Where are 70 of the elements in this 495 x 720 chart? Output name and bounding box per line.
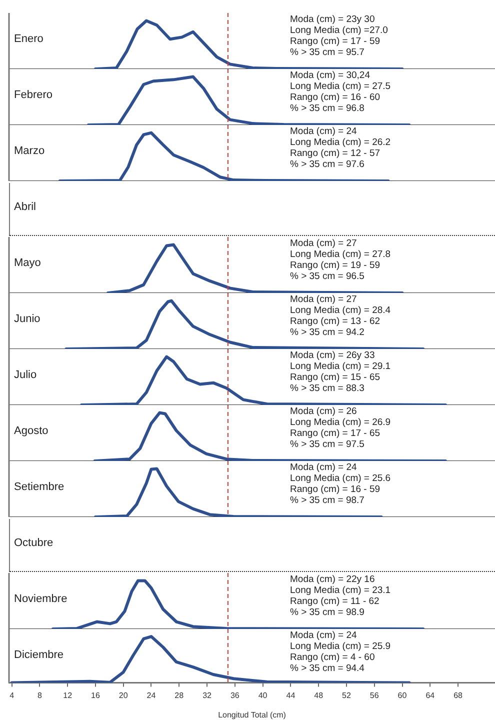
text: Enero [14,33,44,45]
x-tick-label: 44 [286,690,296,700]
x-axis-title: Longitud Total (cm) [218,710,286,720]
annotation: Long Media (cm) = 23.1 [290,585,391,596]
text: Octubre [14,537,54,549]
annotation: % > 35 cm = 88.3 [290,383,366,394]
annotation: Rango (cm) = 4 - 60 [290,652,376,663]
annotation: % > 35 cm = 96.8 [290,103,366,114]
annotation: Moda (cm) = 27 [290,294,358,305]
x-tick-label: 20 [118,690,128,700]
annotation: % > 35 cm = 98.9 [290,607,366,618]
annotation: Moda (cm) = 24 [290,462,358,473]
annotation: Moda (cm) = 27 [290,238,358,249]
annotation: Moda (cm) = 24 [290,126,358,137]
annotation: Long Media (cm) = 28.4 [290,305,391,316]
x-tick-label: 52 [342,690,352,700]
annotation: Long Media (cm) = 27.8 [290,249,391,260]
annotation: Long Media (cm) = 26.2 [290,137,391,148]
x-tick-label: 60 [398,690,408,700]
annotation: Rango (cm) = 15 - 65 [290,372,382,383]
annotation: % > 35 cm = 96.5 [290,271,366,282]
annotation: Long Media (cm) = 29.1 [290,361,391,372]
x-tick-label: 48 [314,690,324,700]
x-tick-label: 12 [63,690,73,700]
annotation: Moda (cm) = 22y 16 [290,574,376,585]
annotation: % > 35 cm = 94.2 [290,327,366,338]
annotation: Rango (cm) = 16 - 60 [290,92,382,103]
x-tick-label: 24 [146,690,156,700]
annotation: Long Media (cm) = 25.9 [290,641,391,652]
x-tick-label: 32 [202,690,212,700]
annotation: Rango (cm) = 17 - 59 [290,36,382,47]
annotation: Rango (cm) = 19 - 59 [290,260,382,271]
x-tick-label: 40 [258,690,268,700]
x-tick-label: 56 [370,690,380,700]
annotation: Moda (cm) = 30,24 [290,70,371,81]
text: Abril [14,201,36,213]
annotation: Rango (cm) = 17 - 65 [290,428,382,439]
text: Mayo [14,257,41,269]
text: Junio [14,313,40,325]
text: Diciembre [14,649,64,661]
x-tick-label: 64 [426,690,436,700]
annotation: Moda (cm) = 24 [290,630,358,641]
text: Julio [14,369,37,381]
x-tick-label: 4 [10,690,15,700]
text: Setiembre [14,481,64,493]
text: Marzo [14,145,45,157]
x-tick-label: 68 [454,690,464,700]
x-tick-label: 16 [91,690,100,700]
annotation: % > 35 cm = 95.7 [290,47,366,58]
x-tick-label: 28 [174,690,184,700]
annotation: Moda (cm) = 26y 33 [290,350,376,361]
annotation: % > 35 cm = 94.4 [290,663,366,674]
annotation: Moda (cm) = 26 [290,406,358,417]
annotation: Rango (cm) = 16 - 59 [290,484,382,495]
annotation: % > 35 cm = 98.7 [290,495,366,506]
annotation: Rango (cm) = 11 - 62 [290,596,380,607]
x-tick-label: 8 [37,690,42,700]
x-tick-label: 36 [230,690,240,700]
annotation: Long Media (cm) = 26.9 [290,417,391,428]
annotation: % > 35 cm = 97.6 [290,159,366,170]
text: Febrero [14,89,53,101]
text: Noviembre [14,593,68,605]
annotation: Rango (cm) = 13 - 62 [290,316,382,327]
annotation: % > 35 cm = 97.5 [290,439,366,450]
annotation: Long Media (cm) = 27.5 [290,81,391,92]
annotation: Long Media (cm) = 25.6 [290,473,391,484]
annotation: Moda (cm) = 23y 30 [290,14,376,25]
annotation: Rango (cm) = 12 - 57 [290,148,382,159]
text: Agosto [14,425,48,437]
annotation: Long Media (cm) =27.0 [290,25,388,36]
